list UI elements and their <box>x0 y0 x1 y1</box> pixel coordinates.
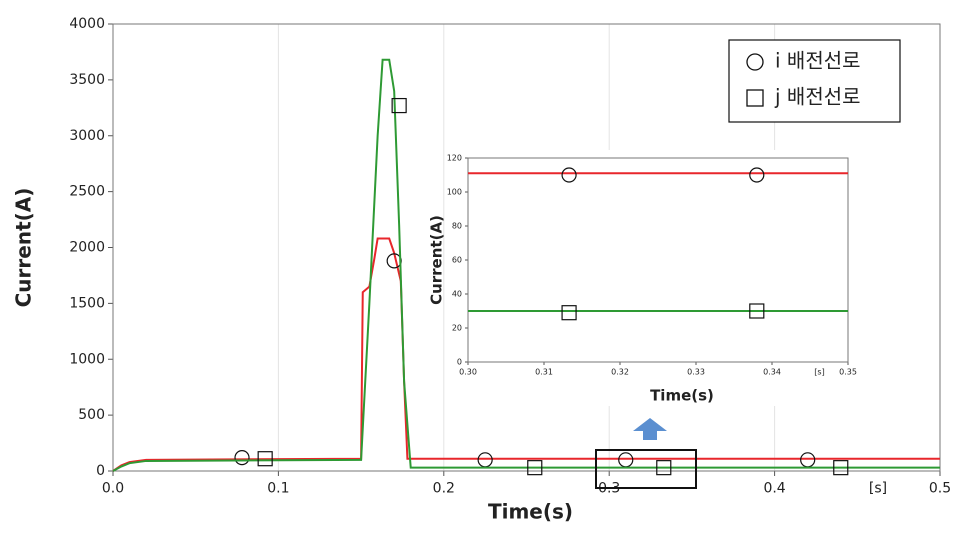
y-axis-label: Current(A) <box>12 188 36 308</box>
y-tick-label: 500 <box>78 407 105 423</box>
x-unit: [s] <box>869 481 887 497</box>
y-tick-label: 80 <box>452 222 462 231</box>
y-tick-label: 2000 <box>69 240 105 256</box>
x-tick-label: 0.4 <box>763 481 785 497</box>
x-tick-label: 0.1 <box>267 481 289 497</box>
square-marker <box>749 303 765 319</box>
square-marker <box>257 451 273 467</box>
plot-frame <box>467 157 849 363</box>
x-tick-label: 0.31 <box>535 368 553 377</box>
legend-circle <box>746 53 764 71</box>
legend-label: j 배전선로 <box>774 85 861 109</box>
y-tick-label: 0 <box>457 358 462 367</box>
y-axis-label: Current(A) <box>428 215 446 305</box>
y-tick-label: 100 <box>447 188 462 197</box>
x-tick-label: 0.32 <box>611 368 629 377</box>
x-tick-label: 0.2 <box>433 481 455 497</box>
plot-frame <box>112 23 941 472</box>
zoom-box <box>595 449 697 489</box>
y-tick-label: 4000 <box>69 16 105 32</box>
y-tick-label: 3000 <box>69 128 105 144</box>
series-line <box>112 58 940 472</box>
main-chart: 0.0 0.1 0.2 0.3 0.4 0.50500100015002000250030… <box>12 16 952 524</box>
y-tick-label: 40 <box>452 290 462 299</box>
square-marker <box>656 460 672 476</box>
inset-chart: 0.30 0.31 0.32 0.33 0.34 0.35 0 20 40 60 80 100 120 [… <box>428 154 857 405</box>
y-tick-label: 2500 <box>69 184 105 200</box>
square-marker <box>527 460 543 476</box>
zoom-arrow <box>633 418 667 440</box>
square-marker <box>391 97 407 114</box>
legend-square <box>746 89 764 107</box>
x-axis-label: Time(s) <box>650 387 714 405</box>
x-tick-label: 0.35 <box>839 368 857 377</box>
square-marker <box>833 460 849 476</box>
x-axis-label: Time(s) <box>488 500 573 524</box>
circle-marker <box>561 167 577 183</box>
x-tick-label: 0.33 <box>687 368 705 377</box>
legend-box <box>728 39 901 123</box>
y-tick-label: 60 <box>452 256 462 265</box>
x-tick-label: 0.5 <box>929 481 951 497</box>
y-tick-label: 1500 <box>69 295 105 311</box>
x-tick-label: 0.0 <box>102 481 124 497</box>
x-tick-label: 0.30 <box>459 368 477 377</box>
circle-marker <box>749 167 765 183</box>
square-marker <box>561 305 577 321</box>
x-unit: [s] <box>814 368 824 377</box>
y-tick-label: 3500 <box>69 72 105 88</box>
y-tick-label: 0 <box>96 463 105 479</box>
x-tick-label: 0.34 <box>763 368 781 377</box>
legend-label: i 배전선로 <box>775 49 861 73</box>
y-tick-label: 120 <box>447 154 462 163</box>
inset-background <box>453 150 853 406</box>
y-tick-label: 1000 <box>69 351 105 367</box>
y-tick-label: 20 <box>452 324 462 333</box>
circle-marker <box>234 449 250 466</box>
